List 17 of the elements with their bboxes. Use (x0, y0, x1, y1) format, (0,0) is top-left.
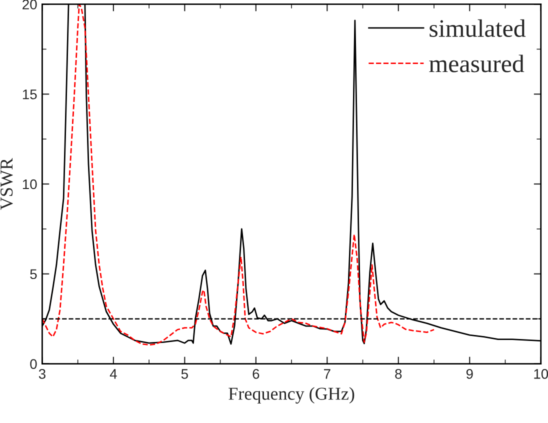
x-tick-label: 3 (38, 369, 46, 379)
x-tick-label: 4 (110, 369, 117, 379)
legend-label: measured (429, 54, 524, 72)
y-tick-label: 15 (22, 90, 37, 100)
y-tick-label: 10 (22, 179, 37, 190)
x-axis-title: Frequency (GHz) (228, 387, 354, 404)
legend-label: simulated (430, 19, 526, 37)
y-tick-label: 0 (30, 359, 37, 369)
x-tick-label: 7 (324, 369, 330, 379)
x-tick-label: 10 (534, 369, 548, 379)
x-tick-label: 6 (252, 369, 260, 379)
x-tick-label: 9 (466, 369, 473, 379)
x-tick-label: 8 (395, 369, 402, 379)
y-axis-title: VSWR (0, 158, 13, 210)
x-tick-label: 5 (181, 369, 188, 379)
y-tick-label: 20 (22, 0, 37, 10)
y-tick-label: 5 (30, 269, 37, 280)
